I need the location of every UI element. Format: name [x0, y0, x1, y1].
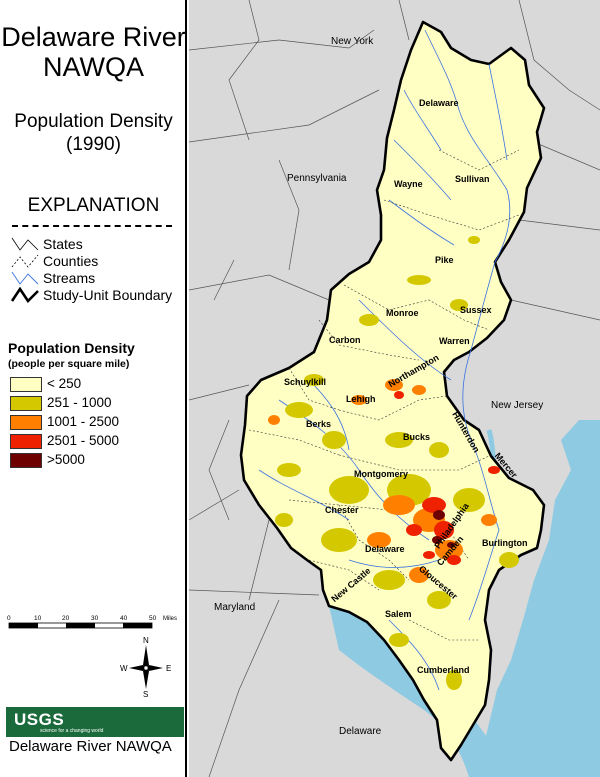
county-label: Pike: [435, 255, 454, 265]
legend-streams: Streams: [10, 270, 190, 286]
compass-e: E: [166, 664, 171, 673]
state-label-maryland: Maryland: [214, 602, 255, 613]
legend-states: States: [10, 236, 190, 252]
legend-study-unit-boundary: Study-Unit Boundary: [10, 287, 190, 303]
county-label: Chester: [325, 505, 359, 515]
population-density-units: (people per square mile): [8, 358, 130, 370]
state-label-delaware: Delaware: [339, 726, 382, 737]
county-label: Berks: [306, 419, 331, 429]
class-label: < 250: [47, 376, 82, 391]
county-label: Bucks: [403, 432, 430, 442]
population-density-map: New York Pennsylvania New Jersey Marylan…: [189, 0, 600, 777]
state-label-pennsylvania: Pennsylvania: [287, 173, 347, 184]
county-label: Sullivan: [455, 174, 490, 184]
usgs-tagline: science for a changing world: [40, 728, 104, 734]
county-label: Wayne: [394, 179, 423, 189]
legend-label: Study-Unit Boundary: [43, 287, 173, 303]
compass-n: N: [143, 636, 149, 645]
usgs-logo: USGS science for a changing world: [6, 707, 184, 737]
swatch-gt5000: [10, 453, 42, 468]
compass-w: W: [120, 664, 128, 673]
footer-title: Delaware River NAWQA: [9, 738, 172, 755]
county-label: Sussex: [460, 305, 492, 315]
county-label: Burlington: [482, 538, 528, 548]
scale-unit: Miles: [163, 616, 177, 622]
scale-tick: 50: [149, 615, 157, 622]
county-label: Carbon: [329, 335, 361, 345]
scale-tick: 30: [91, 615, 99, 622]
scale-tick: 20: [62, 615, 70, 622]
explanation-heading: EXPLANATION: [27, 195, 160, 216]
scale-tick: 0: [7, 615, 11, 622]
county-label: Delaware: [365, 544, 405, 554]
scale-tick: 10: [34, 615, 42, 622]
swatch-2501-5000: [10, 434, 42, 449]
county-label: Warren: [439, 336, 470, 346]
map-title: Delaware River NAWQA: [1, 22, 186, 82]
county-label: Salem: [385, 609, 412, 619]
county-label: Cumberland: [417, 665, 470, 675]
divider: [12, 225, 172, 227]
class-label: 251 - 1000: [47, 395, 112, 410]
legend-label: Streams: [43, 270, 96, 286]
county-label: Lehigh: [346, 394, 376, 404]
state-label-new-jersey: New Jersey: [491, 400, 543, 411]
state-label-new-york: New York: [331, 36, 374, 47]
scale-bar: 0 10 20 30 40 50 Miles: [7, 615, 177, 629]
usgs-wordmark: USGS: [14, 710, 65, 729]
class-label: 1001 - 2500: [47, 414, 120, 429]
swatch-251-1000: [10, 396, 42, 411]
class-label: >5000: [47, 452, 85, 467]
county-label: Schuylkill: [284, 377, 326, 387]
compass-s: S: [143, 690, 148, 698]
county-label: Monroe: [386, 308, 419, 318]
legend-label: Counties: [43, 253, 99, 269]
legend-counties: Counties: [10, 253, 190, 269]
county-label: Montgomery: [354, 469, 408, 479]
study-unit-boundary: [239, 20, 546, 762]
swatch-lt250: [10, 377, 42, 392]
legend-label: States: [43, 236, 83, 252]
population-density-title: Population Density: [8, 340, 135, 356]
map-subtitle: Population Density (1990): [14, 111, 173, 155]
legend-panel: Delaware River NAWQA Population Density …: [0, 0, 187, 777]
scale-tick: 40: [120, 615, 128, 622]
swatch-1001-2500: [10, 415, 42, 430]
class-label: 2501 - 5000: [47, 433, 120, 448]
county-label: Delaware: [419, 98, 459, 108]
compass-rose-icon: N S W E: [120, 636, 171, 698]
